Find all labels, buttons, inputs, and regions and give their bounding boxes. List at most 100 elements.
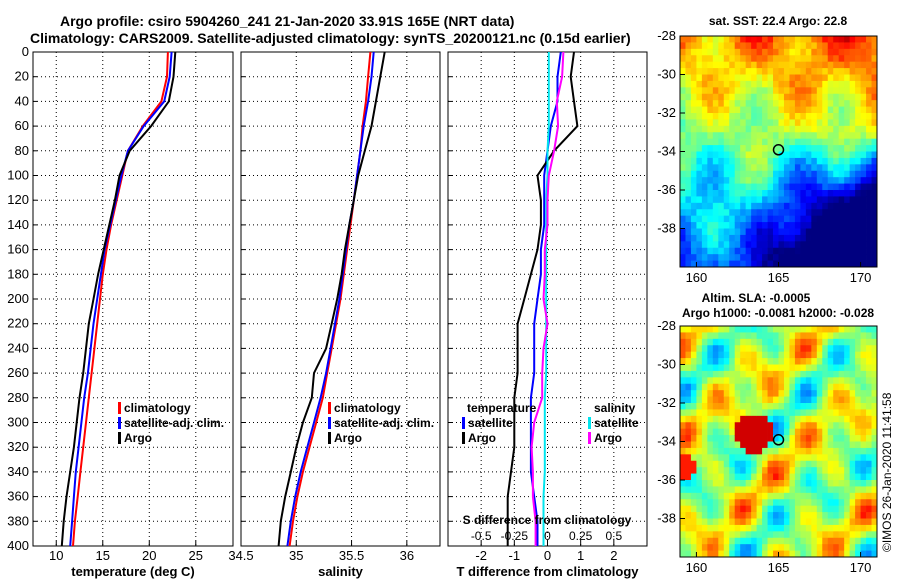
- map-cell: [860, 505, 867, 513]
- map-cell: [794, 170, 801, 178]
- map-cell: [805, 260, 812, 268]
- map-cell: [773, 447, 779, 455]
- map-cell: [778, 364, 785, 372]
- map-x-tick-label: 160: [686, 560, 708, 575]
- map-cell: [745, 247, 752, 255]
- map-cell: [767, 499, 774, 507]
- map-cell: [871, 505, 878, 513]
- map-cell: [794, 151, 801, 159]
- map-y-tick-label: -36: [657, 182, 676, 197]
- map-cell: [778, 505, 785, 513]
- map-cell: [762, 196, 768, 204]
- map-cell: [783, 170, 790, 178]
- map-cell: [849, 183, 856, 191]
- map-cell: [816, 326, 823, 333]
- map-cell: [762, 486, 768, 494]
- map-cell: [800, 377, 807, 385]
- map-cell: [800, 222, 807, 229]
- map-cell: [696, 351, 703, 359]
- map-cell: [762, 228, 768, 236]
- map-cell: [833, 183, 840, 191]
- map-cell: [849, 435, 856, 442]
- map-cell: [685, 80, 692, 88]
- map-cell: [729, 370, 736, 378]
- map-cell: [794, 390, 801, 397]
- map-cell: [789, 209, 796, 217]
- map-cell: [783, 377, 790, 385]
- map-cell: [756, 68, 763, 75]
- map-cell: [827, 377, 834, 385]
- map-cell: [712, 383, 719, 391]
- map-cell: [778, 422, 785, 430]
- map-cell: [866, 93, 872, 101]
- map-cell: [751, 36, 758, 43]
- map-sla-map: [679, 325, 878, 558]
- map-cell: [844, 228, 851, 236]
- map-cell: [800, 138, 807, 146]
- map-cell: [811, 119, 818, 127]
- map-cell: [866, 87, 872, 95]
- map-cell: [762, 55, 768, 63]
- map-cell: [701, 48, 708, 56]
- map-cell: [729, 190, 736, 197]
- map-cell: [723, 74, 730, 82]
- map-cell: [712, 403, 719, 410]
- map-cell: [734, 403, 741, 410]
- map-cell: [822, 48, 829, 56]
- map-cell: [783, 100, 790, 107]
- map-cell: [860, 454, 867, 462]
- map-cell: [756, 338, 763, 346]
- map-cell: [778, 403, 785, 410]
- map-cell: [860, 332, 867, 340]
- map-cell: [871, 157, 878, 165]
- map-cell: [740, 338, 747, 346]
- map-cell: [871, 247, 878, 255]
- map-cell: [833, 499, 840, 507]
- map-cell: [844, 428, 851, 436]
- map-cell: [690, 61, 697, 69]
- map-cell: [762, 518, 768, 526]
- y-tick-label: 220: [7, 316, 29, 331]
- map-cell: [723, 338, 730, 346]
- y-tick-label: 320: [7, 439, 29, 454]
- map-cell: [723, 196, 730, 204]
- map-cell: [696, 254, 703, 261]
- map-cell: [860, 55, 867, 63]
- map-cell: [734, 74, 741, 82]
- map-cell: [756, 524, 763, 532]
- map-cell: [855, 390, 861, 397]
- map-cell: [789, 370, 796, 378]
- map-cell: [707, 351, 714, 359]
- map-cell: [866, 80, 872, 88]
- map-cell: [685, 428, 692, 436]
- map-cell: [822, 87, 829, 95]
- map-cell: [849, 403, 856, 410]
- map-cell: [696, 113, 703, 120]
- map-cell: [723, 441, 730, 449]
- map-cell: [756, 550, 763, 558]
- map-cell: [680, 106, 686, 114]
- map-x-tick-label: 165: [768, 560, 790, 575]
- map-cell: [827, 415, 834, 423]
- map-cell: [783, 119, 790, 127]
- map-cell: [729, 486, 736, 494]
- y-tick-label: 60: [15, 118, 29, 133]
- map-cell: [767, 132, 774, 140]
- x-tick-label: 34.5: [228, 548, 253, 563]
- map-cell: [751, 157, 758, 165]
- map-cell: [789, 132, 796, 140]
- map-cell: [833, 138, 840, 146]
- map-cell: [794, 36, 801, 43]
- map-cell: [740, 415, 747, 423]
- map-cell: [833, 467, 840, 474]
- map-cell: [811, 364, 818, 372]
- map-cell: [789, 61, 796, 69]
- map-cell: [734, 435, 741, 442]
- map-cell: [707, 164, 714, 172]
- map-cell: [767, 409, 774, 417]
- map-cell: [756, 145, 763, 152]
- map-cell: [778, 151, 785, 159]
- map-cell: [740, 48, 747, 56]
- map-cell: [822, 177, 829, 184]
- map-cell: [751, 409, 758, 417]
